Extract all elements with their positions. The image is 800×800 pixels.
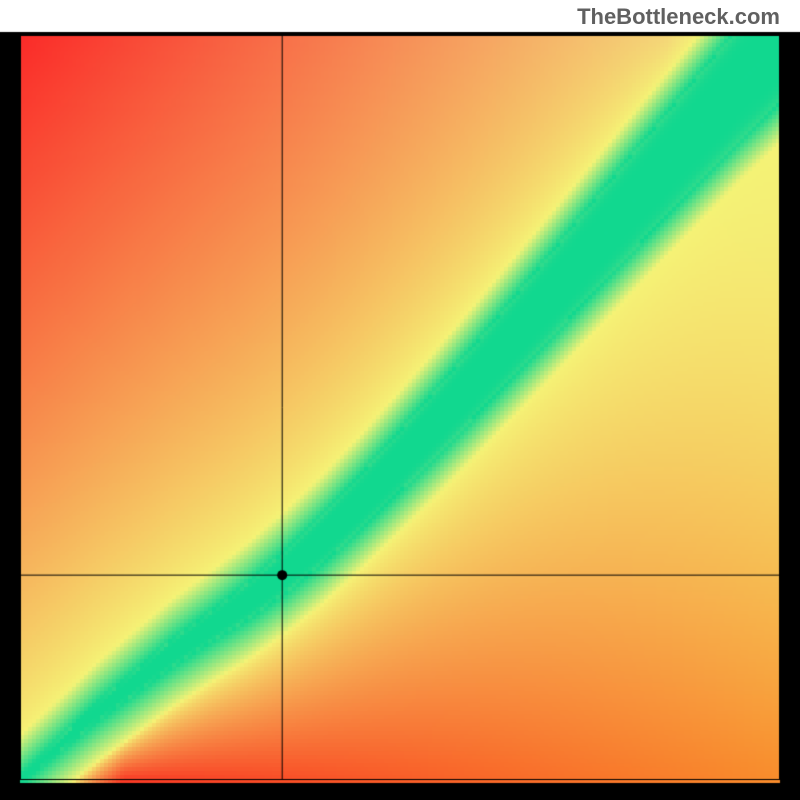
chart-container: TheBottleneck.com	[0, 0, 800, 800]
heatmap-canvas	[0, 0, 800, 800]
watermark-text: TheBottleneck.com	[577, 4, 780, 30]
